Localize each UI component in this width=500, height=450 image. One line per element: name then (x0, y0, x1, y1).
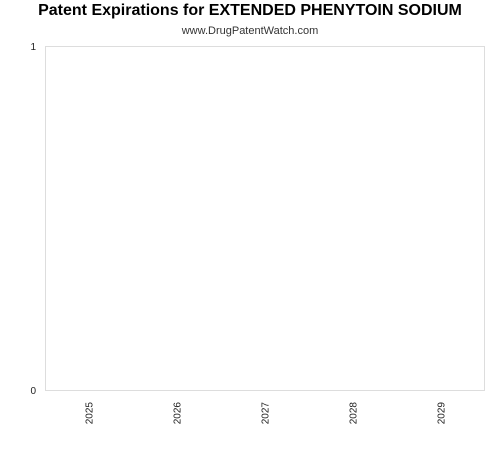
y-tick-label: 0 (30, 386, 36, 397)
x-tick-label: 2029 (437, 402, 448, 425)
x-tick-label: 2026 (173, 402, 184, 425)
x-tick-label: 2025 (85, 402, 96, 425)
y-axis: 01 (30, 42, 36, 397)
plot-area (46, 47, 485, 391)
x-tick-label: 2028 (349, 402, 360, 425)
x-tick-label: 2027 (261, 402, 272, 425)
x-axis: 2025 2026 2027 2028 2029 (85, 402, 448, 425)
y-tick-label: 1 (30, 42, 36, 53)
